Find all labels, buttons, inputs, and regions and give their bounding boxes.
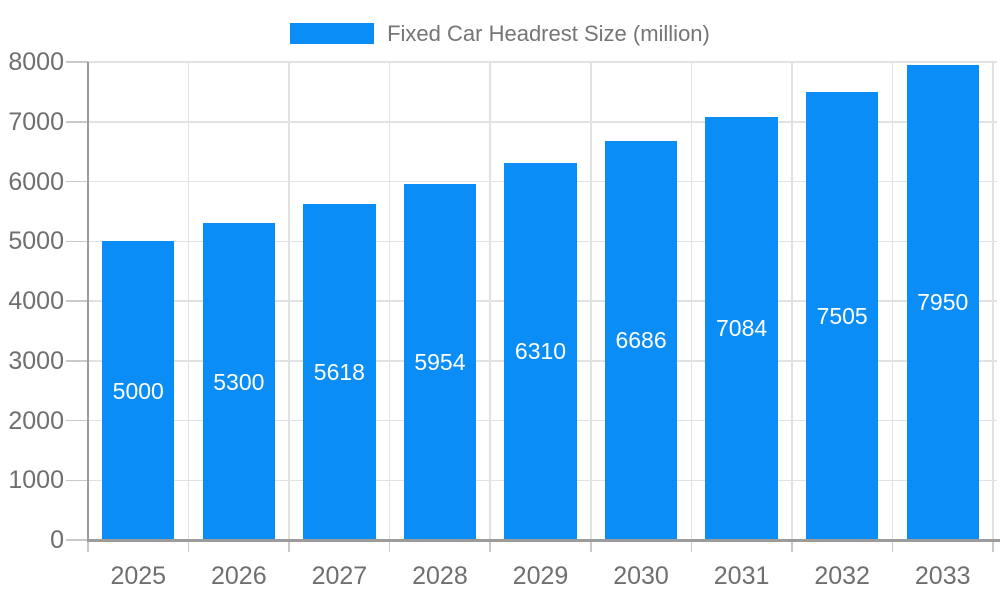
bar-2033[interactable]	[906, 64, 979, 540]
y-axis-tick-label: 5000	[8, 227, 64, 256]
x-gridline	[590, 62, 592, 540]
y-axis-tick-label: 2000	[8, 406, 64, 435]
x-axis-line	[86, 539, 1000, 542]
x-axis-tick-label: 2033	[914, 562, 971, 590]
bar-value-label-2026: 5300	[213, 368, 265, 395]
x-axis-tick-label: 2031	[713, 562, 770, 590]
bar-value-label-2030: 6686	[615, 327, 667, 354]
bar-value-label-2031: 7084	[716, 315, 768, 342]
bar-2031[interactable]	[705, 116, 778, 540]
bar-2030[interactable]	[604, 140, 678, 540]
x-axis-tick-label: 2027	[311, 562, 368, 590]
bar-value-label-2025: 5000	[112, 377, 164, 404]
x-axis-tick	[489, 540, 491, 552]
x-axis-tick	[791, 540, 793, 552]
y-axis-tick-label: 6000	[8, 167, 64, 196]
y-axis-tick	[66, 180, 88, 183]
y-axis-tick-label: 3000	[8, 346, 64, 375]
y-axis-tick	[66, 300, 88, 302]
x-axis-tick	[891, 540, 894, 552]
bar-value-label-2029: 6310	[514, 338, 567, 365]
x-gridline	[288, 62, 290, 540]
bar-value-label-2033: 7950	[917, 289, 969, 316]
y-gridline	[88, 121, 997, 123]
y-axis-tick-label: 7000	[8, 107, 64, 136]
x-gridline	[690, 62, 693, 540]
x-axis-tick	[590, 540, 592, 552]
y-axis-tick-label: 0	[50, 526, 64, 554]
x-axis-tick-label: 2032	[814, 562, 870, 590]
bar-2028[interactable]	[403, 184, 477, 540]
legend-swatch	[290, 23, 375, 44]
x-axis-tick	[288, 540, 290, 552]
bar-2025[interactable]	[102, 241, 175, 540]
y-axis-tick-label: 8000	[8, 48, 64, 76]
x-axis-tick	[690, 540, 693, 552]
x-gridline	[992, 62, 994, 540]
x-gridline	[187, 62, 190, 540]
y-axis-tick	[66, 121, 88, 123]
bar-value-label-2028: 5954	[414, 349, 466, 376]
x-axis-tick-label: 2025	[110, 562, 167, 590]
legend-item[interactable]: Fixed Car Headrest Size (million)	[0, 21, 1000, 46]
x-gridline	[388, 62, 391, 540]
y-axis-tick	[66, 419, 88, 422]
bar-value-label-2027: 5618	[313, 359, 365, 386]
x-gridline	[891, 62, 894, 540]
bar-value-label-2032: 7505	[816, 302, 868, 329]
bar-2027[interactable]	[303, 204, 376, 540]
y-axis-tick	[66, 360, 88, 362]
x-axis-tick-label: 2028	[412, 562, 468, 590]
y-axis-tick-label: 4000	[8, 287, 64, 315]
y-axis-tick	[66, 61, 88, 63]
bar-2029[interactable]	[504, 162, 577, 540]
y-gridline	[88, 61, 997, 63]
bar-2032[interactable]	[805, 91, 879, 540]
y-axis-line	[86, 62, 90, 541]
x-gridline	[489, 62, 491, 540]
x-axis-tick	[388, 540, 391, 552]
y-axis-tick	[66, 240, 88, 242]
x-axis-tick-label: 2026	[211, 562, 267, 590]
x-axis-tick-label: 2029	[512, 562, 569, 590]
legend-label: Fixed Car Headrest Size (million)	[387, 21, 710, 46]
x-gridline	[791, 62, 793, 540]
bar-2026[interactable]	[202, 223, 276, 540]
y-axis-tick	[66, 539, 88, 541]
x-axis-tick	[992, 540, 994, 552]
y-axis-tick-label: 1000	[8, 466, 64, 495]
x-axis-tick	[87, 540, 89, 552]
y-axis-tick	[66, 479, 88, 481]
x-axis-tick	[187, 540, 190, 552]
x-axis-tick-label: 2030	[613, 562, 669, 590]
